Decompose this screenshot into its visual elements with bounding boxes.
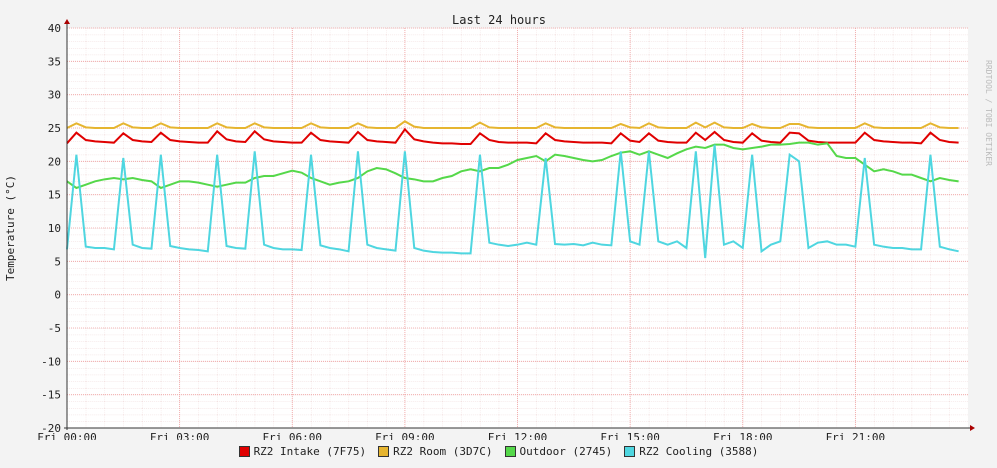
legend-swatch [624,446,636,457]
x-arrow [970,425,975,431]
plot-layer [66,27,968,429]
y-tick-label: 15 [48,189,61,202]
legend-label: RZ2 Room (3D7C) [393,445,493,458]
chart: Last 24 hours Temperature (°C) RRDTOOL /… [4,13,993,444]
legend-item: RZ2 Cooling (3588) [624,445,758,458]
y-tick-label: 5 [54,255,61,268]
y-tick-label: 30 [48,89,61,102]
y-tick-label: 35 [48,55,61,68]
legend-item: RZ2 Intake (7F75) [238,445,367,458]
y-tick-label: 0 [54,289,61,302]
x-tick-label: Fri 21:00 [826,431,886,440]
legend-swatch [504,446,516,457]
x-tick-label: Fri 06:00 [262,431,322,440]
x-tick-label: Fri 03:00 [150,431,210,440]
y-axis-label: Temperature (°C) [4,175,17,281]
y-tick-label: -10 [41,355,61,368]
x-tick-label: Fri 09:00 [375,431,435,440]
legend-label: RZ2 Cooling (3588) [639,445,759,458]
series-line [66,120,959,130]
series-line [66,141,959,190]
legend-label: Outdoor (2745) [519,445,613,458]
y-tick-label: -5 [48,322,61,335]
legend-swatch [238,446,250,457]
x-tick-label: Fri 15:00 [600,431,660,440]
y-tick-label: 20 [48,155,61,168]
legend-item: Outdoor (2745) [504,445,613,458]
y-tick-label: 40 [48,22,61,35]
y-tick-label: -20 [41,422,61,435]
x-tick-label: Fri 00:00 [37,431,97,440]
y-tick-label: -15 [41,389,61,402]
y-tick-label: 10 [48,222,61,235]
watermark: RRDTOOL / TOBI OETIKER [984,60,993,166]
x-tick-label: Fri 12:00 [488,431,548,440]
y-arrow [64,19,70,24]
y-tick-label: 25 [48,122,61,135]
x-tick-label: Fri 18:00 [713,431,773,440]
legend-item: RZ2 Room (3D7C) [378,445,493,458]
legend-label: RZ2 Intake (7F75) [253,445,367,458]
chart-title: Last 24 hours [452,13,546,27]
legend-swatch [378,446,390,457]
series-line [66,144,959,259]
legend: RZ2 Intake (7F75) RZ2 Room (3D7C) Outdoor … [0,445,997,458]
series-line [66,127,959,145]
